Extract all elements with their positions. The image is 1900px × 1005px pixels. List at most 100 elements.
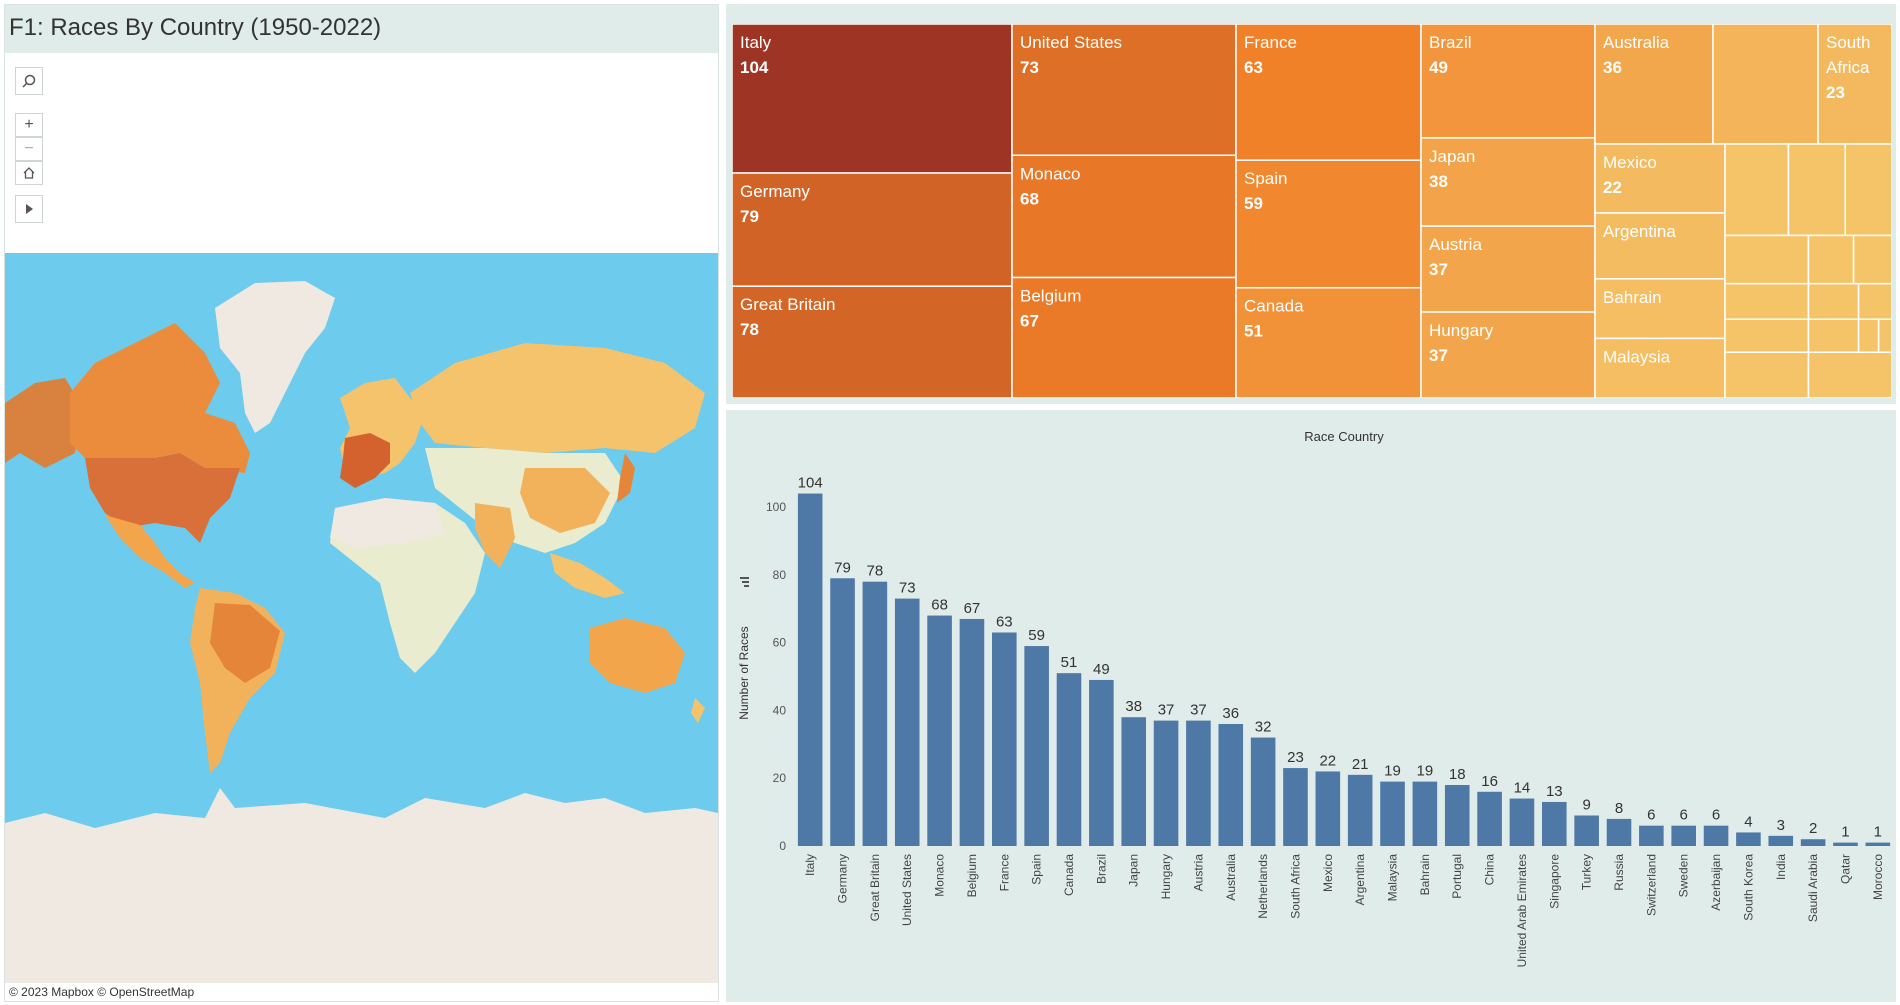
x-tick-label: Azerbaijan [1709, 854, 1723, 911]
y-axis-label: Number of Races [737, 626, 751, 719]
bar[interactable] [927, 615, 952, 846]
bar[interactable] [1218, 724, 1244, 846]
bar[interactable] [862, 581, 888, 846]
bar[interactable] [1347, 774, 1373, 846]
bar[interactable] [1283, 768, 1308, 846]
treemap-cell[interactable] [732, 24, 1013, 174]
treemap-value: 23 [1826, 83, 1845, 102]
bar-chart[interactable]: Race Country Number of Races 0 20 40 60 80 100 1… [726, 410, 1896, 1002]
x-tick-label: Hungary [1159, 854, 1173, 899]
bar-value-label: 14 [1514, 780, 1531, 797]
bar[interactable] [1509, 798, 1535, 846]
treemap-cell-small[interactable] [1724, 351, 1810, 398]
x-tick-label: Morocco [1871, 854, 1885, 900]
treemap-cell[interactable] [1817, 24, 1892, 145]
treemap-cell[interactable] [732, 285, 1013, 398]
bar[interactable] [1153, 720, 1179, 846]
bar[interactable] [1606, 818, 1632, 846]
treemap-cell-small[interactable] [1857, 318, 1880, 354]
bar[interactable] [1768, 835, 1794, 846]
map-land-mexico [105, 515, 195, 588]
bar-value-label: 2 [1809, 820, 1817, 837]
bar[interactable] [1865, 842, 1891, 846]
treemap-cell[interactable] [1594, 337, 1726, 398]
bar[interactable] [894, 598, 920, 846]
bar-value-label: 63 [996, 614, 1013, 631]
treemap-chart[interactable]: Italy 104 Germany 79 Great Britain 78 United S… [732, 24, 1892, 398]
bar[interactable] [959, 618, 985, 846]
bar[interactable] [1089, 679, 1114, 846]
bar-value-label: 21 [1352, 756, 1369, 773]
treemap-cell-small[interactable] [1724, 234, 1810, 285]
bar[interactable] [1186, 720, 1211, 846]
treemap-cell-small[interactable] [1877, 318, 1892, 354]
zoom-in-button[interactable]: + [15, 113, 43, 137]
treemap-cell-small[interactable] [1724, 143, 1790, 237]
treemap-cell[interactable] [1594, 143, 1726, 214]
treemap-cell[interactable] [1420, 225, 1596, 313]
bar[interactable] [1574, 815, 1599, 847]
treemap-cell-small[interactable] [1724, 318, 1810, 354]
treemap-cell[interactable] [1011, 154, 1237, 279]
zoom-out-button[interactable]: − [15, 137, 43, 161]
map-land-nz [691, 698, 705, 723]
treemap-cell-small[interactable] [1807, 282, 1860, 321]
bar[interactable] [1250, 737, 1276, 846]
bar[interactable] [1477, 791, 1502, 846]
x-tick-label: Mexico [1321, 854, 1335, 892]
bar[interactable] [1121, 717, 1146, 846]
bar-value-label: 16 [1481, 773, 1498, 790]
bar-value-label: 8 [1615, 800, 1623, 817]
treemap-cell[interactable] [1235, 159, 1422, 289]
world-map-svg [5, 281, 718, 983]
bar[interactable] [797, 493, 823, 846]
treemap-cell-small[interactable] [1807, 351, 1893, 398]
bar-chart-title: Race Country [1304, 429, 1384, 444]
y-tick-label: 40 [773, 703, 787, 717]
bar-value-label: 36 [1222, 705, 1239, 722]
bar[interactable] [1315, 771, 1341, 846]
treemap-cell-small[interactable] [1844, 143, 1892, 237]
treemap-cell-small[interactable] [1807, 234, 1855, 285]
map-land-china [520, 468, 610, 533]
bar[interactable] [1671, 825, 1696, 846]
treemap-value: 68 [1020, 189, 1039, 208]
home-button[interactable] [15, 161, 43, 185]
bar[interactable] [992, 632, 1017, 847]
x-tick-label: Bahrain [1418, 854, 1432, 895]
bar-chart-panel: Race Country Number of Races 0 20 40 60 80 100 1… [726, 410, 1896, 1002]
bar[interactable] [1736, 832, 1761, 846]
bar[interactable] [830, 578, 855, 846]
treemap-cell-small[interactable] [1787, 143, 1846, 237]
x-tick-label: Germany [836, 854, 850, 903]
bar-value-label: 73 [899, 580, 916, 597]
treemap-cell[interactable] [1594, 212, 1726, 280]
treemap-cell[interactable] [1235, 24, 1422, 161]
treemap-cell[interactable] [1235, 286, 1422, 398]
world-map[interactable] [5, 253, 718, 983]
sort-icon[interactable] [740, 577, 749, 587]
treemap-cell-small[interactable] [1807, 318, 1860, 354]
bar[interactable] [1412, 781, 1438, 846]
treemap-cell-small[interactable] [1724, 282, 1810, 321]
treemap-cell-small[interactable] [1852, 234, 1892, 285]
bar[interactable] [1703, 825, 1729, 846]
bar-value-label: 1 [1841, 824, 1849, 841]
map-search-button[interactable] [15, 67, 43, 95]
map-land-russia [410, 343, 705, 453]
bar[interactable] [1380, 781, 1405, 846]
bar[interactable] [1833, 842, 1858, 846]
play-button[interactable] [15, 195, 43, 223]
bar-value-label: 23 [1287, 749, 1304, 766]
map-land-india [475, 503, 515, 568]
treemap-cell[interactable] [1420, 24, 1596, 139]
bar[interactable] [1800, 839, 1826, 846]
bar[interactable] [1024, 646, 1049, 846]
bar[interactable] [1542, 801, 1567, 846]
treemap-cell[interactable] [1712, 24, 1819, 145]
bar[interactable] [1056, 673, 1082, 846]
treemap-cell-small[interactable] [1857, 282, 1892, 321]
treemap-cell[interactable] [732, 172, 1013, 287]
bar[interactable] [1639, 825, 1664, 846]
bar[interactable] [1444, 785, 1470, 846]
